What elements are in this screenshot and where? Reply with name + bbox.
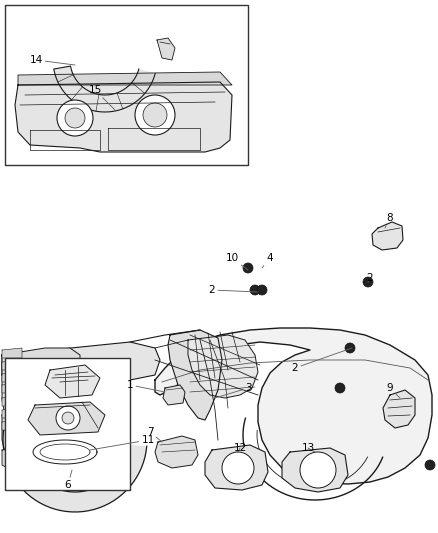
Polygon shape — [157, 38, 175, 60]
Polygon shape — [2, 360, 22, 370]
Circle shape — [38, 381, 66, 409]
Polygon shape — [155, 328, 432, 484]
Polygon shape — [18, 72, 232, 85]
Circle shape — [143, 103, 167, 127]
Circle shape — [335, 383, 345, 393]
Circle shape — [345, 343, 355, 353]
Circle shape — [65, 108, 85, 128]
Circle shape — [300, 452, 336, 488]
Text: 12: 12 — [233, 443, 247, 453]
Text: 3: 3 — [215, 383, 251, 398]
Polygon shape — [2, 396, 22, 406]
Text: 11: 11 — [90, 435, 155, 450]
Circle shape — [135, 95, 175, 135]
Polygon shape — [2, 420, 22, 430]
Circle shape — [257, 285, 267, 295]
Circle shape — [57, 100, 93, 136]
Text: 9: 9 — [387, 383, 400, 398]
Text: 1: 1 — [127, 380, 165, 392]
Text: 13: 13 — [301, 443, 315, 453]
Polygon shape — [2, 408, 22, 418]
Polygon shape — [282, 448, 348, 492]
Polygon shape — [163, 385, 185, 405]
Polygon shape — [155, 436, 198, 468]
Text: 7: 7 — [147, 427, 162, 442]
Polygon shape — [28, 402, 105, 435]
Circle shape — [62, 412, 74, 424]
Circle shape — [222, 452, 254, 484]
Text: 6: 6 — [65, 470, 72, 490]
Polygon shape — [3, 415, 147, 512]
Polygon shape — [383, 390, 415, 428]
Polygon shape — [2, 448, 52, 475]
Bar — [5, 5, 248, 165]
Polygon shape — [188, 335, 258, 398]
Polygon shape — [205, 445, 268, 490]
Circle shape — [56, 406, 80, 430]
Polygon shape — [15, 82, 232, 152]
Polygon shape — [54, 66, 155, 112]
Polygon shape — [2, 342, 160, 380]
Text: 2: 2 — [208, 285, 258, 295]
Text: 2: 2 — [292, 348, 352, 373]
Text: 14: 14 — [29, 55, 75, 65]
Polygon shape — [45, 365, 100, 398]
Polygon shape — [168, 330, 222, 420]
Circle shape — [30, 373, 74, 417]
Polygon shape — [2, 383, 22, 393]
Polygon shape — [2, 372, 82, 428]
Polygon shape — [2, 348, 80, 380]
Polygon shape — [2, 410, 58, 460]
Bar — [5, 358, 130, 490]
Polygon shape — [2, 348, 22, 358]
Circle shape — [243, 263, 253, 273]
Circle shape — [250, 285, 260, 295]
Text: 2: 2 — [367, 273, 373, 283]
Text: 4: 4 — [262, 253, 273, 268]
Polygon shape — [372, 222, 403, 250]
Text: 10: 10 — [226, 253, 248, 270]
Circle shape — [363, 277, 373, 287]
Circle shape — [425, 460, 435, 470]
Text: 8: 8 — [385, 213, 393, 228]
Text: 15: 15 — [88, 85, 115, 110]
Polygon shape — [2, 372, 22, 382]
